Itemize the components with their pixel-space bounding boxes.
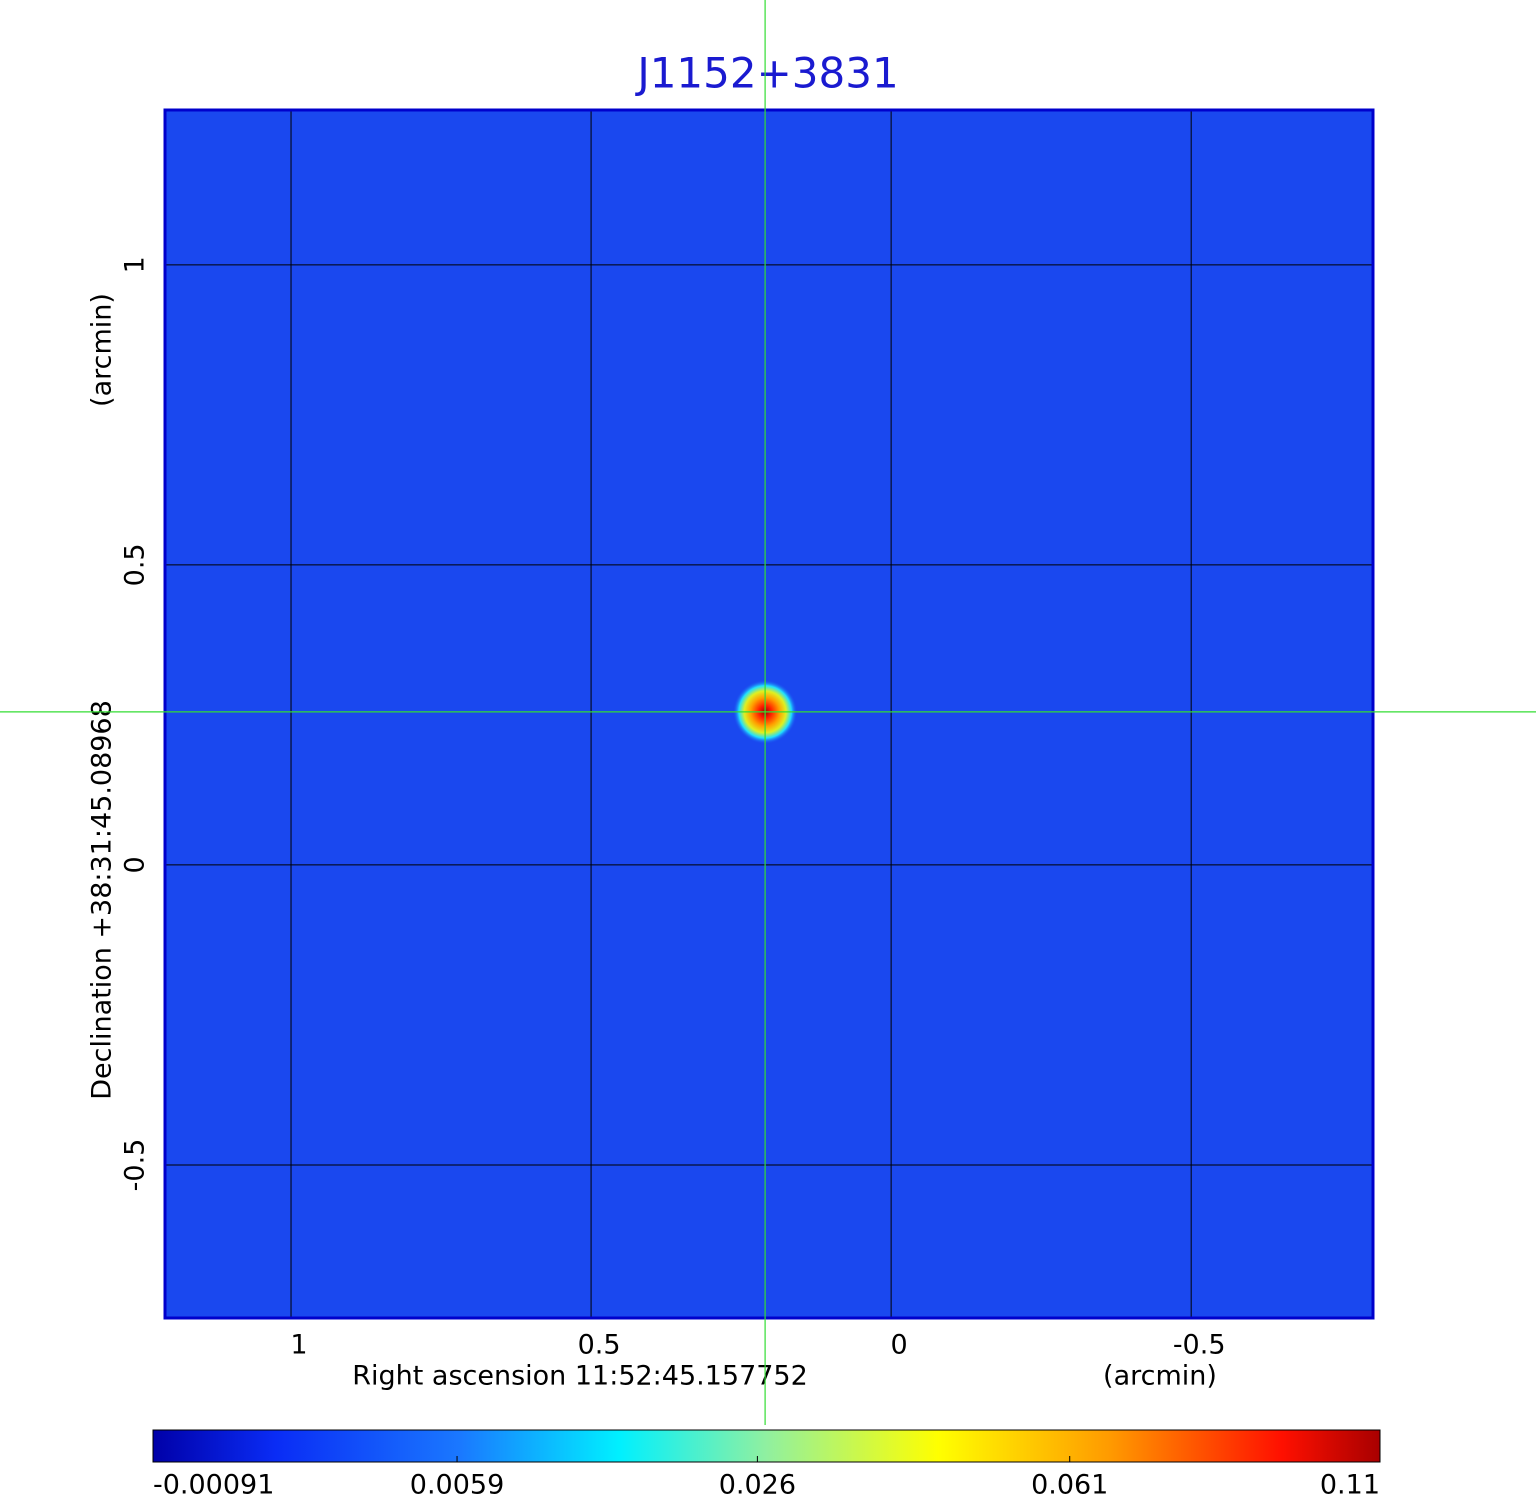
x-tick-label: -0.5 xyxy=(1173,1330,1226,1361)
frame xyxy=(163,108,1375,1320)
x-tick-label: 0.5 xyxy=(578,1330,621,1361)
y-tick-label: 0.5 xyxy=(120,543,151,586)
colorbar-tick-label: -0.00091 xyxy=(153,1470,274,1500)
y-tick-label: -0.5 xyxy=(120,1139,151,1192)
y-axis-unit: (arcmin) xyxy=(87,293,118,407)
x-tick-label: 0 xyxy=(891,1330,908,1361)
y-axis-label: Declination +38:31:45.08968 xyxy=(87,700,118,1100)
colorbar-tick-label: 0.11 xyxy=(1320,1470,1380,1500)
colorbar-tick-label: 0.026 xyxy=(719,1470,796,1500)
colorbar xyxy=(152,1429,1381,1463)
chart-title: J1152+3831 xyxy=(634,49,898,98)
x-axis-label: Right ascension 11:52:45.157752 xyxy=(352,1361,808,1392)
y-tick-label: 1 xyxy=(120,256,151,273)
colorbar-tick-label: 0.061 xyxy=(1031,1470,1108,1500)
colorbar-tick-label: 0.0059 xyxy=(410,1470,504,1500)
x-tick-label: 1 xyxy=(290,1330,307,1361)
y-tick-label: 0 xyxy=(120,856,151,873)
x-axis-unit: (arcmin) xyxy=(1103,1361,1217,1392)
